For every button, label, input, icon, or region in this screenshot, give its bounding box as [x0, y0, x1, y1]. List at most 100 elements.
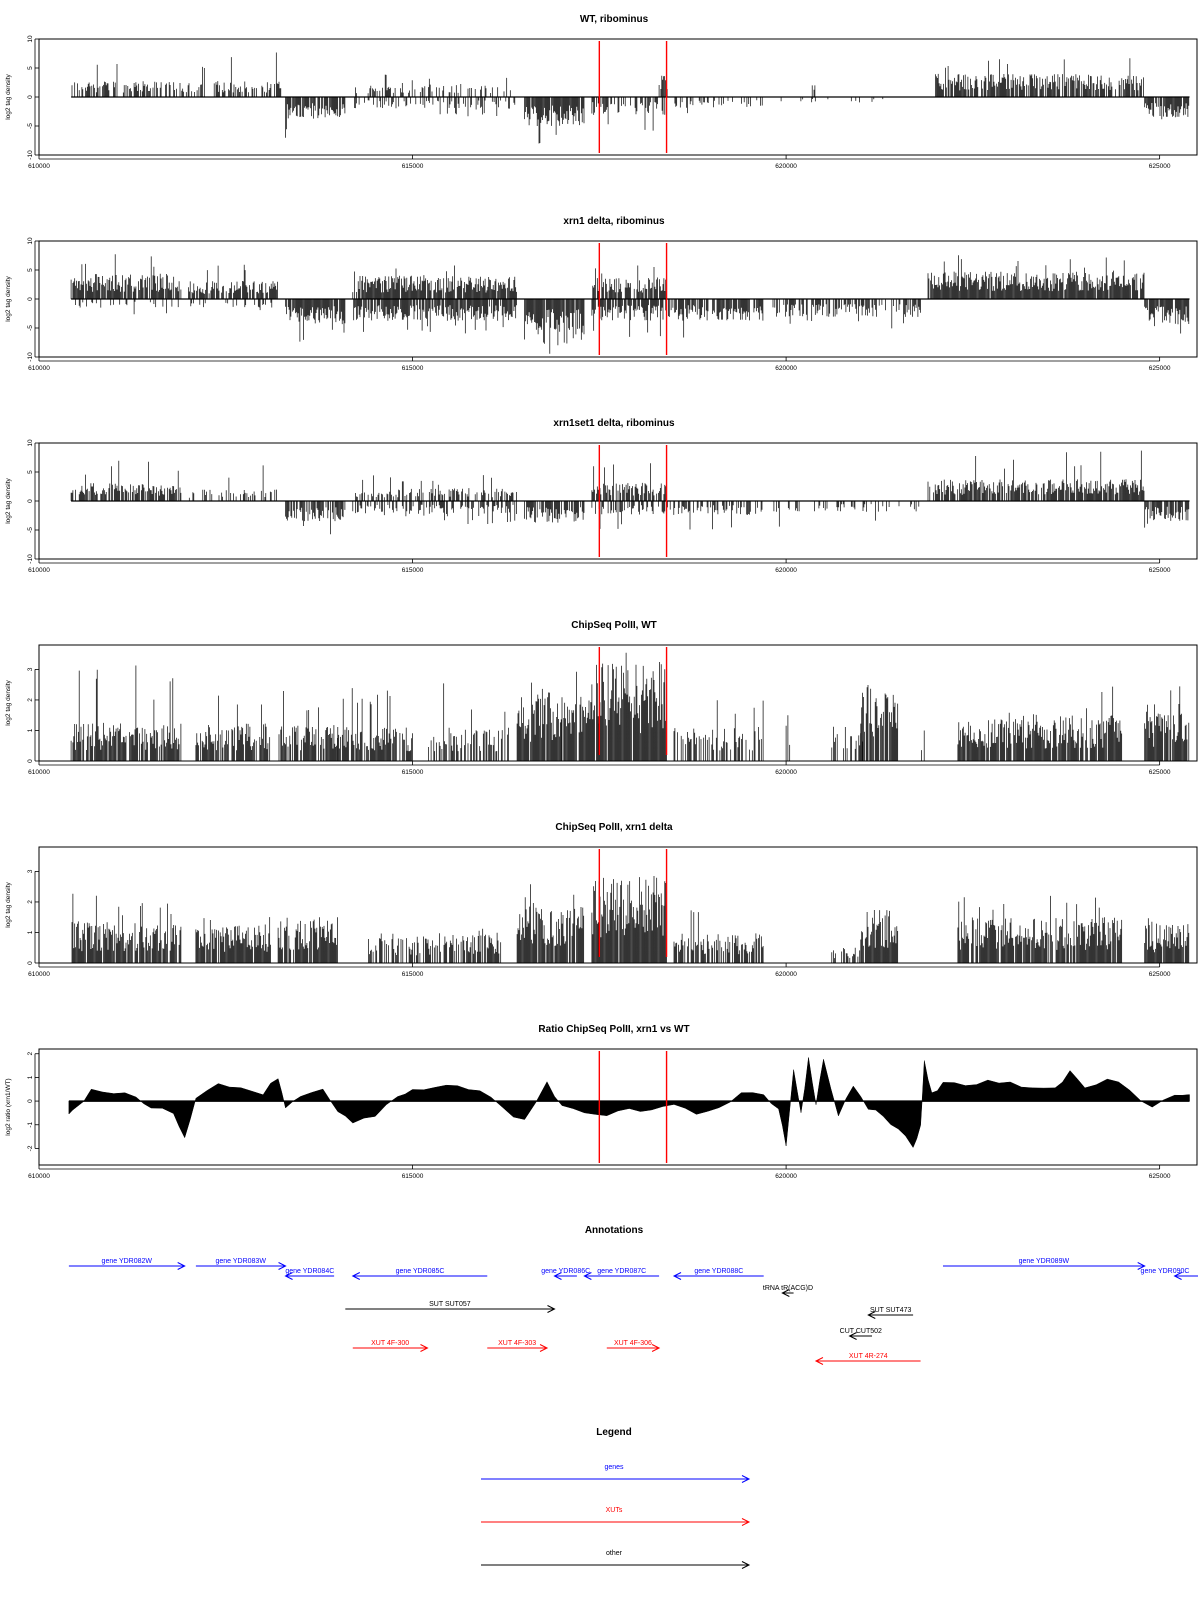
x-tick-label: 615000	[402, 971, 424, 978]
annotation-label: gene YDR083W	[215, 1258, 266, 1265]
x-tick-label: 620000	[775, 163, 797, 170]
arrow-head	[284, 1272, 293, 1280]
legend-arrow-head	[741, 1561, 751, 1569]
annotation-arrow: gene YDR085C	[351, 1268, 488, 1280]
legend-title: Legend	[596, 1427, 632, 1438]
panel-title: ChipSeq PolII, WT	[571, 620, 657, 631]
y-tick-label: 10	[27, 237, 34, 245]
legend-entries: genes XUTs other	[481, 1464, 751, 1569]
arrow-head	[651, 1344, 661, 1352]
signal-bars	[70, 254, 1190, 354]
x-tick-label: 610000	[28, 769, 50, 776]
legend-arrow-head	[741, 1518, 751, 1526]
x-tick-label: 620000	[775, 971, 797, 978]
y-tick-label: -10	[27, 150, 34, 160]
track-panel: ChipSeq PolII, WT 0 1 2 3 log2 tag density 610…	[5, 620, 1198, 776]
x-tick-label: 610000	[28, 163, 50, 170]
y-tick-label: 1	[27, 1075, 34, 1079]
annotation-arrow: XUT 4F-303	[487, 1340, 549, 1352]
arrow-head	[553, 1272, 562, 1280]
y-axis-label: log2 tag density	[5, 275, 12, 321]
y-tick-label: -5	[27, 325, 34, 331]
legend-entry: genes	[481, 1464, 751, 1483]
annotations-panel: Annotations gene YDR082W gene YDR083Wgene…	[68, 1225, 1198, 1365]
bar-marks	[70, 450, 1190, 535]
y-tick-label: -10	[27, 352, 34, 362]
annotation-arrow: XUT 4F-306	[606, 1340, 661, 1352]
annotation-arrow: gene YDR086C	[541, 1268, 590, 1280]
annotation-label: XUT 4F-303	[498, 1340, 536, 1347]
signal-bars	[71, 52, 1190, 144]
plot-frame	[38, 1048, 1198, 1166]
x-tick-label: 610000	[28, 567, 50, 574]
y-tick-label: -2	[27, 1145, 34, 1151]
annotation-arrow: gene YDR084C	[284, 1268, 334, 1280]
y-axis-label: log2 tag density	[5, 679, 12, 725]
annotation-arrow: XUT 4R-274	[814, 1353, 921, 1365]
legend-entry: other	[481, 1550, 751, 1569]
track-panel: xrn1set1 delta, ribominus -10 -5 0 5 10 log2 t…	[5, 418, 1198, 574]
panel-title: ChipSeq PolII, xrn1 delta	[555, 822, 673, 833]
y-tick-label: 5	[27, 268, 34, 272]
x-tick-label: 625000	[1149, 1173, 1171, 1180]
arrow-head	[420, 1344, 429, 1352]
arrow-head	[672, 1272, 682, 1280]
legend-panel: Legend genes XUTs other	[481, 1427, 751, 1569]
arrow-head	[814, 1357, 824, 1365]
annotation-label: gene YDR086C	[541, 1268, 590, 1275]
x-tick-label: 625000	[1149, 163, 1171, 170]
annotation-arrow: SUT SUT057	[345, 1301, 556, 1313]
x-tick-label: 625000	[1149, 769, 1171, 776]
x-tick-label: 620000	[775, 1173, 797, 1180]
bar-marks	[70, 254, 1190, 354]
y-tick-label: -5	[27, 123, 34, 129]
annotation-arrow: tRNA tR(ACG)D	[763, 1285, 813, 1297]
y-tick-label: 0	[27, 759, 34, 763]
annotation-label: gene YDR089W	[1019, 1258, 1070, 1265]
x-tick-label: 615000	[402, 567, 424, 574]
panel-title: Ratio ChipSeq PolII, xrn1 vs WT	[538, 1024, 689, 1035]
arrow-head	[867, 1311, 876, 1319]
x-tick-label: 610000	[28, 365, 50, 372]
y-tick-label: -1	[27, 1121, 34, 1127]
y-tick-label: 0	[27, 95, 34, 99]
annotation-label: gene YDR090C	[1141, 1268, 1190, 1275]
y-tick-label: 1	[27, 728, 34, 732]
ratio-area	[68, 1057, 1190, 1149]
x-tick-label: 610000	[28, 1173, 50, 1180]
arrow-head	[177, 1262, 186, 1270]
x-tick-label: 615000	[402, 365, 424, 372]
x-tick-label: 620000	[775, 769, 797, 776]
y-tick-label: 5	[27, 66, 34, 70]
x-tick-label: 620000	[775, 365, 797, 372]
legend-label: genes	[604, 1464, 624, 1471]
x-tick-label: 615000	[402, 163, 424, 170]
y-axis-label: log2 tag density	[5, 881, 12, 927]
x-tick-label: 615000	[402, 769, 424, 776]
y-tick-label: 5	[27, 470, 34, 474]
legend-label: other	[606, 1550, 623, 1557]
annotation-arrow: gene YDR087C	[583, 1268, 660, 1280]
x-tick-label: 625000	[1149, 365, 1171, 372]
annotation-label: gene YDR088C	[694, 1268, 743, 1275]
x-tick-label: 625000	[1149, 971, 1171, 978]
annotation-label: SUT SUT473	[870, 1307, 912, 1314]
x-tick-label: 620000	[775, 567, 797, 574]
y-axis-label: log2 ratio (xrn1/WT)	[5, 1078, 12, 1135]
y-tick-label: 3	[27, 869, 34, 873]
arrow-head	[547, 1305, 556, 1313]
annotation-label: tRNA tR(ACG)D	[763, 1285, 813, 1292]
annotation-label: gene YDR085C	[396, 1268, 445, 1275]
annotation-arrow: SUT SUT473	[867, 1307, 914, 1319]
legend-label: XUTs	[606, 1507, 623, 1514]
signal-bars	[71, 876, 1190, 963]
annotations-title: Annotations	[585, 1225, 644, 1236]
y-tick-label: 10	[27, 439, 34, 447]
y-tick-label: 0	[27, 1099, 34, 1103]
bar-marks	[70, 652, 1190, 761]
track-panel: ChipSeq PolII, xrn1 delta 0 1 2 3 log2 tag de…	[5, 822, 1198, 978]
legend-entry: XUTs	[481, 1507, 751, 1526]
y-tick-label: 2	[27, 1052, 34, 1056]
